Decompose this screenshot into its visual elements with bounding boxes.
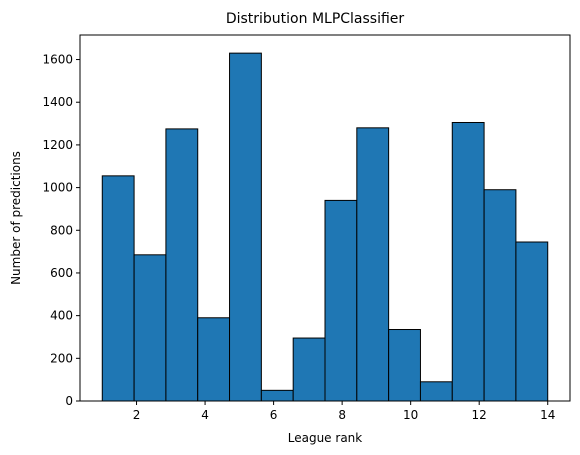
histogram-bar <box>356 127 390 402</box>
histogram-bar <box>483 189 517 402</box>
histogram-bar <box>324 199 358 402</box>
histogram-bar <box>133 254 167 402</box>
x-tick-label: 4 <box>201 408 209 422</box>
x-tick-label: 8 <box>338 408 346 422</box>
x-tick-label: 14 <box>540 408 555 422</box>
histogram-bar <box>451 121 485 402</box>
histogram-bar <box>260 389 294 402</box>
chart-title: Distribution MLPClassifier <box>226 11 405 27</box>
histogram-bar <box>419 381 453 402</box>
x-axis-ticks: 2 4 6 8 10 12 14 <box>133 401 555 422</box>
histogram-bar <box>229 52 262 402</box>
y-tick-label: 1200 <box>42 138 73 152</box>
y-tick-label: 800 <box>50 223 73 237</box>
y-tick-label: 0 <box>65 394 73 408</box>
x-tick-label: 6 <box>270 408 278 422</box>
y-tick-label: 400 <box>50 309 73 323</box>
y-tick-label: 1600 <box>42 53 73 67</box>
y-tick-label: 1400 <box>42 95 73 109</box>
histogram-bar <box>515 241 549 402</box>
y-tick-label: 200 <box>50 351 73 365</box>
y-axis-ticks: 0 200 400 600 800 1000 1200 1400 1600 <box>42 53 80 408</box>
histogram-bar <box>101 175 135 402</box>
plot-frame <box>79 34 571 402</box>
x-axis-label: League rank <box>288 431 363 445</box>
y-tick-label: 600 <box>50 266 73 280</box>
x-tick-label: 2 <box>133 408 141 422</box>
histogram-bar <box>292 337 326 402</box>
x-tick-label: 12 <box>472 408 487 422</box>
y-axis-label: Number of predictions <box>9 151 23 285</box>
bars-group <box>101 52 549 402</box>
x-tick-label: 10 <box>403 408 418 422</box>
histogram-bar <box>388 329 421 402</box>
histogram-bar <box>197 317 231 402</box>
y-tick-label: 1000 <box>42 181 73 195</box>
histogram-bar <box>165 128 199 402</box>
